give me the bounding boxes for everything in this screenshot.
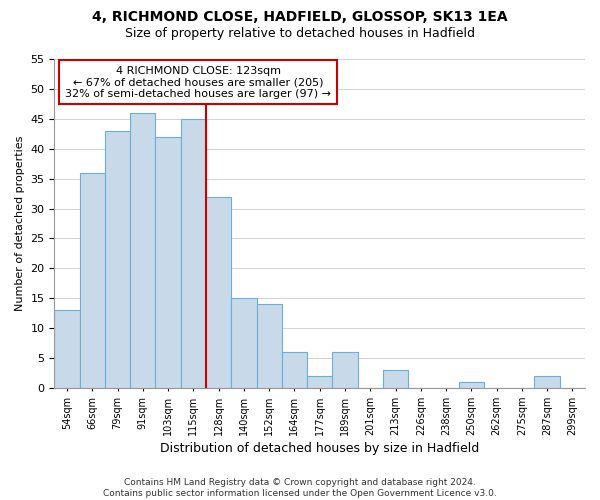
- X-axis label: Distribution of detached houses by size in Hadfield: Distribution of detached houses by size …: [160, 442, 479, 455]
- Bar: [181, 119, 206, 388]
- Bar: [206, 196, 231, 388]
- Bar: [55, 310, 80, 388]
- Bar: [282, 352, 307, 388]
- Bar: [458, 382, 484, 388]
- Bar: [332, 352, 358, 388]
- Bar: [307, 376, 332, 388]
- Text: 4, RICHMOND CLOSE, HADFIELD, GLOSSOP, SK13 1EA: 4, RICHMOND CLOSE, HADFIELD, GLOSSOP, SK…: [92, 10, 508, 24]
- Y-axis label: Number of detached properties: Number of detached properties: [15, 136, 25, 311]
- Bar: [257, 304, 282, 388]
- Bar: [105, 131, 130, 388]
- Bar: [130, 113, 155, 388]
- Bar: [231, 298, 257, 388]
- Bar: [383, 370, 408, 388]
- Bar: [80, 172, 105, 388]
- Text: Contains HM Land Registry data © Crown copyright and database right 2024.
Contai: Contains HM Land Registry data © Crown c…: [103, 478, 497, 498]
- Bar: [155, 136, 181, 388]
- Text: 4 RICHMOND CLOSE: 123sqm
← 67% of detached houses are smaller (205)
32% of semi-: 4 RICHMOND CLOSE: 123sqm ← 67% of detach…: [65, 66, 331, 99]
- Text: Size of property relative to detached houses in Hadfield: Size of property relative to detached ho…: [125, 28, 475, 40]
- Bar: [535, 376, 560, 388]
